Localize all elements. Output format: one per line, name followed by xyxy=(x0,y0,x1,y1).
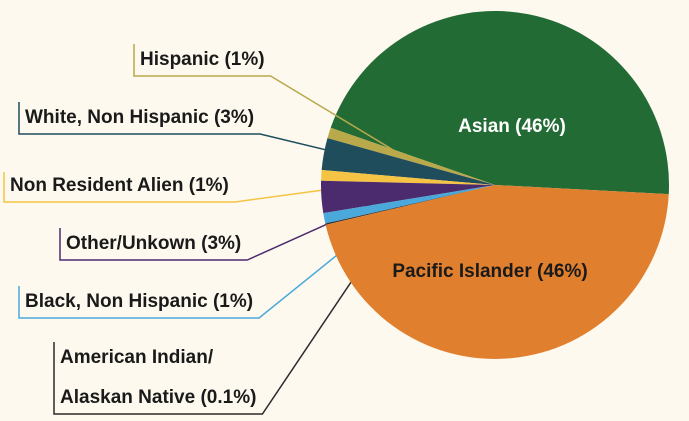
leader-line xyxy=(18,102,402,169)
pie-slice xyxy=(321,169,495,185)
slice-label: Hispanic (1%) xyxy=(140,49,265,70)
pie-slice xyxy=(323,185,495,224)
pie-slice xyxy=(321,180,495,214)
slice-label: White, Non Hispanic (3%) xyxy=(25,107,254,128)
pie-slice xyxy=(321,138,495,185)
slice-label: Other/Unkown (3%) xyxy=(66,233,241,254)
slice-label: Pacific Islander (46%) xyxy=(392,261,587,282)
leader-line xyxy=(59,190,400,261)
pie-slice xyxy=(330,11,669,195)
pie-slice xyxy=(327,127,495,185)
slice-label: Non Resident Alien (1%) xyxy=(10,175,229,196)
leader-line xyxy=(18,202,402,319)
slice-label: Black, Non Hispanic (1%) xyxy=(25,291,253,312)
leader-line xyxy=(53,206,403,415)
pie-slice xyxy=(325,185,669,359)
slice-label: Asian (46%) xyxy=(458,116,566,137)
leader-line xyxy=(133,44,405,157)
pie-slice xyxy=(325,185,495,225)
leader-line xyxy=(3,172,400,203)
slice-label: American Indian/Alaskan Native (0.1%) xyxy=(60,347,256,408)
